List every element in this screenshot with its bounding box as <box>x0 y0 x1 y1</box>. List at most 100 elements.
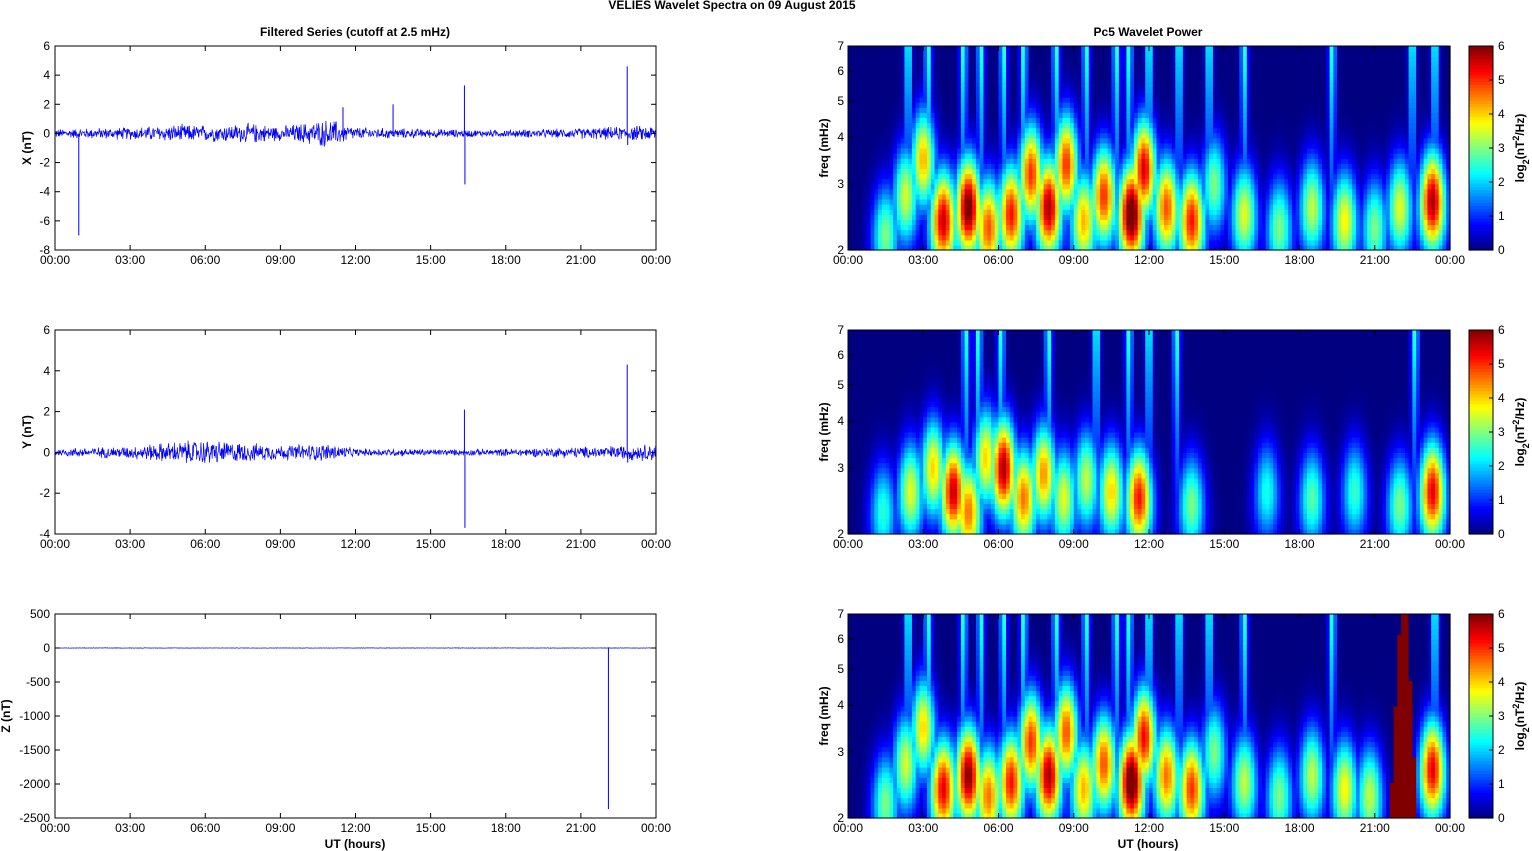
power-cell <box>908 178 913 185</box>
power-cell <box>1088 148 1094 154</box>
power-cell <box>1077 81 1082 88</box>
power-cell <box>964 163 969 169</box>
power-cell <box>1013 51 1018 57</box>
power-cell <box>855 239 860 246</box>
power-cell <box>1235 234 1240 241</box>
power-cell <box>1276 183 1282 190</box>
power-cell <box>1069 183 1075 190</box>
power-cell <box>1288 112 1293 118</box>
power-cell <box>919 188 924 195</box>
power-cell <box>908 81 913 88</box>
power-cell <box>1175 122 1180 129</box>
power-cell <box>1273 91 1278 98</box>
power-cell <box>1062 183 1067 190</box>
power-cell <box>938 102 943 108</box>
power-cell <box>1205 239 1210 246</box>
power-cell <box>990 112 996 118</box>
power-cell <box>1167 209 1173 215</box>
power-cell <box>1115 224 1120 231</box>
power-cell <box>1243 168 1248 175</box>
power-cell <box>1171 97 1176 103</box>
power-cell <box>1216 46 1222 52</box>
power-cell <box>1291 163 1297 169</box>
power-cell <box>1032 244 1037 251</box>
power-cell <box>1197 234 1203 241</box>
power-cell <box>1156 193 1161 200</box>
power-cell <box>949 214 954 220</box>
power-cell <box>1051 51 1056 57</box>
power-cell <box>1062 142 1067 149</box>
power-cell <box>1216 199 1222 205</box>
power-cell <box>927 204 932 210</box>
power-cell <box>900 204 906 210</box>
power-cell <box>1002 112 1007 118</box>
power-cell <box>957 173 962 180</box>
power-cell <box>1190 193 1195 200</box>
power-cell <box>990 214 996 220</box>
power-cell <box>878 132 883 139</box>
power-cell <box>1212 163 1218 169</box>
power-cell <box>1021 107 1026 113</box>
power-cell <box>851 204 857 210</box>
power-cell <box>881 168 887 175</box>
power-cell <box>1186 61 1191 67</box>
power-cell <box>1043 153 1049 159</box>
power-cell <box>1160 209 1165 215</box>
power-cell <box>1017 153 1022 159</box>
power-cell <box>945 244 951 251</box>
power-cell <box>1265 239 1270 246</box>
power-cell <box>990 148 996 154</box>
power-cell <box>1220 61 1225 67</box>
power-cell <box>1036 51 1041 57</box>
power-cell <box>968 193 973 200</box>
power-cell <box>1220 209 1225 215</box>
power-cell <box>1190 81 1195 88</box>
power-cell <box>1209 132 1214 139</box>
power-cell <box>1212 153 1218 159</box>
power-cell <box>1197 51 1203 57</box>
power-cell <box>1269 204 1274 210</box>
power-cell <box>990 102 996 108</box>
power-cell <box>1081 112 1086 118</box>
power-cell <box>1126 219 1131 226</box>
power-cell <box>1077 224 1082 231</box>
power-cell <box>930 71 936 78</box>
power-cell <box>1156 153 1161 159</box>
power-cell <box>1205 214 1210 220</box>
power-cell <box>1126 91 1131 98</box>
power-cell <box>923 102 928 108</box>
power-cell <box>1088 142 1094 149</box>
power-cell <box>1092 127 1097 134</box>
power-cell <box>1254 193 1259 200</box>
power-cell <box>1171 214 1176 220</box>
power-cell <box>1051 132 1056 139</box>
power-cell <box>1269 183 1274 190</box>
power-cell <box>896 173 902 180</box>
power-cell <box>1092 153 1097 159</box>
power-cell <box>1254 199 1259 205</box>
power-cell <box>911 234 917 241</box>
power-cell <box>1141 163 1146 169</box>
power-cell <box>1239 137 1244 144</box>
power-cell <box>1066 173 1071 180</box>
power-cell <box>1047 158 1052 164</box>
power-cell <box>919 81 924 88</box>
power-cell <box>1243 153 1248 159</box>
power-cell <box>885 112 890 118</box>
power-cell <box>1179 183 1184 190</box>
power-cell <box>1054 51 1060 57</box>
power-cell <box>1085 224 1090 231</box>
power-cell <box>1100 122 1105 129</box>
power-cell <box>1013 229 1018 236</box>
power-cell <box>1167 173 1173 180</box>
power-cell <box>1284 76 1289 83</box>
power-cell <box>915 142 921 149</box>
power-cell <box>855 97 860 103</box>
power-cell <box>1032 178 1037 185</box>
power-cell <box>1299 142 1304 149</box>
power-cell <box>1291 81 1297 88</box>
power-cell <box>1156 224 1161 231</box>
power-cell <box>1013 56 1018 62</box>
power-cell <box>1051 117 1056 124</box>
power-cell <box>1107 158 1112 164</box>
